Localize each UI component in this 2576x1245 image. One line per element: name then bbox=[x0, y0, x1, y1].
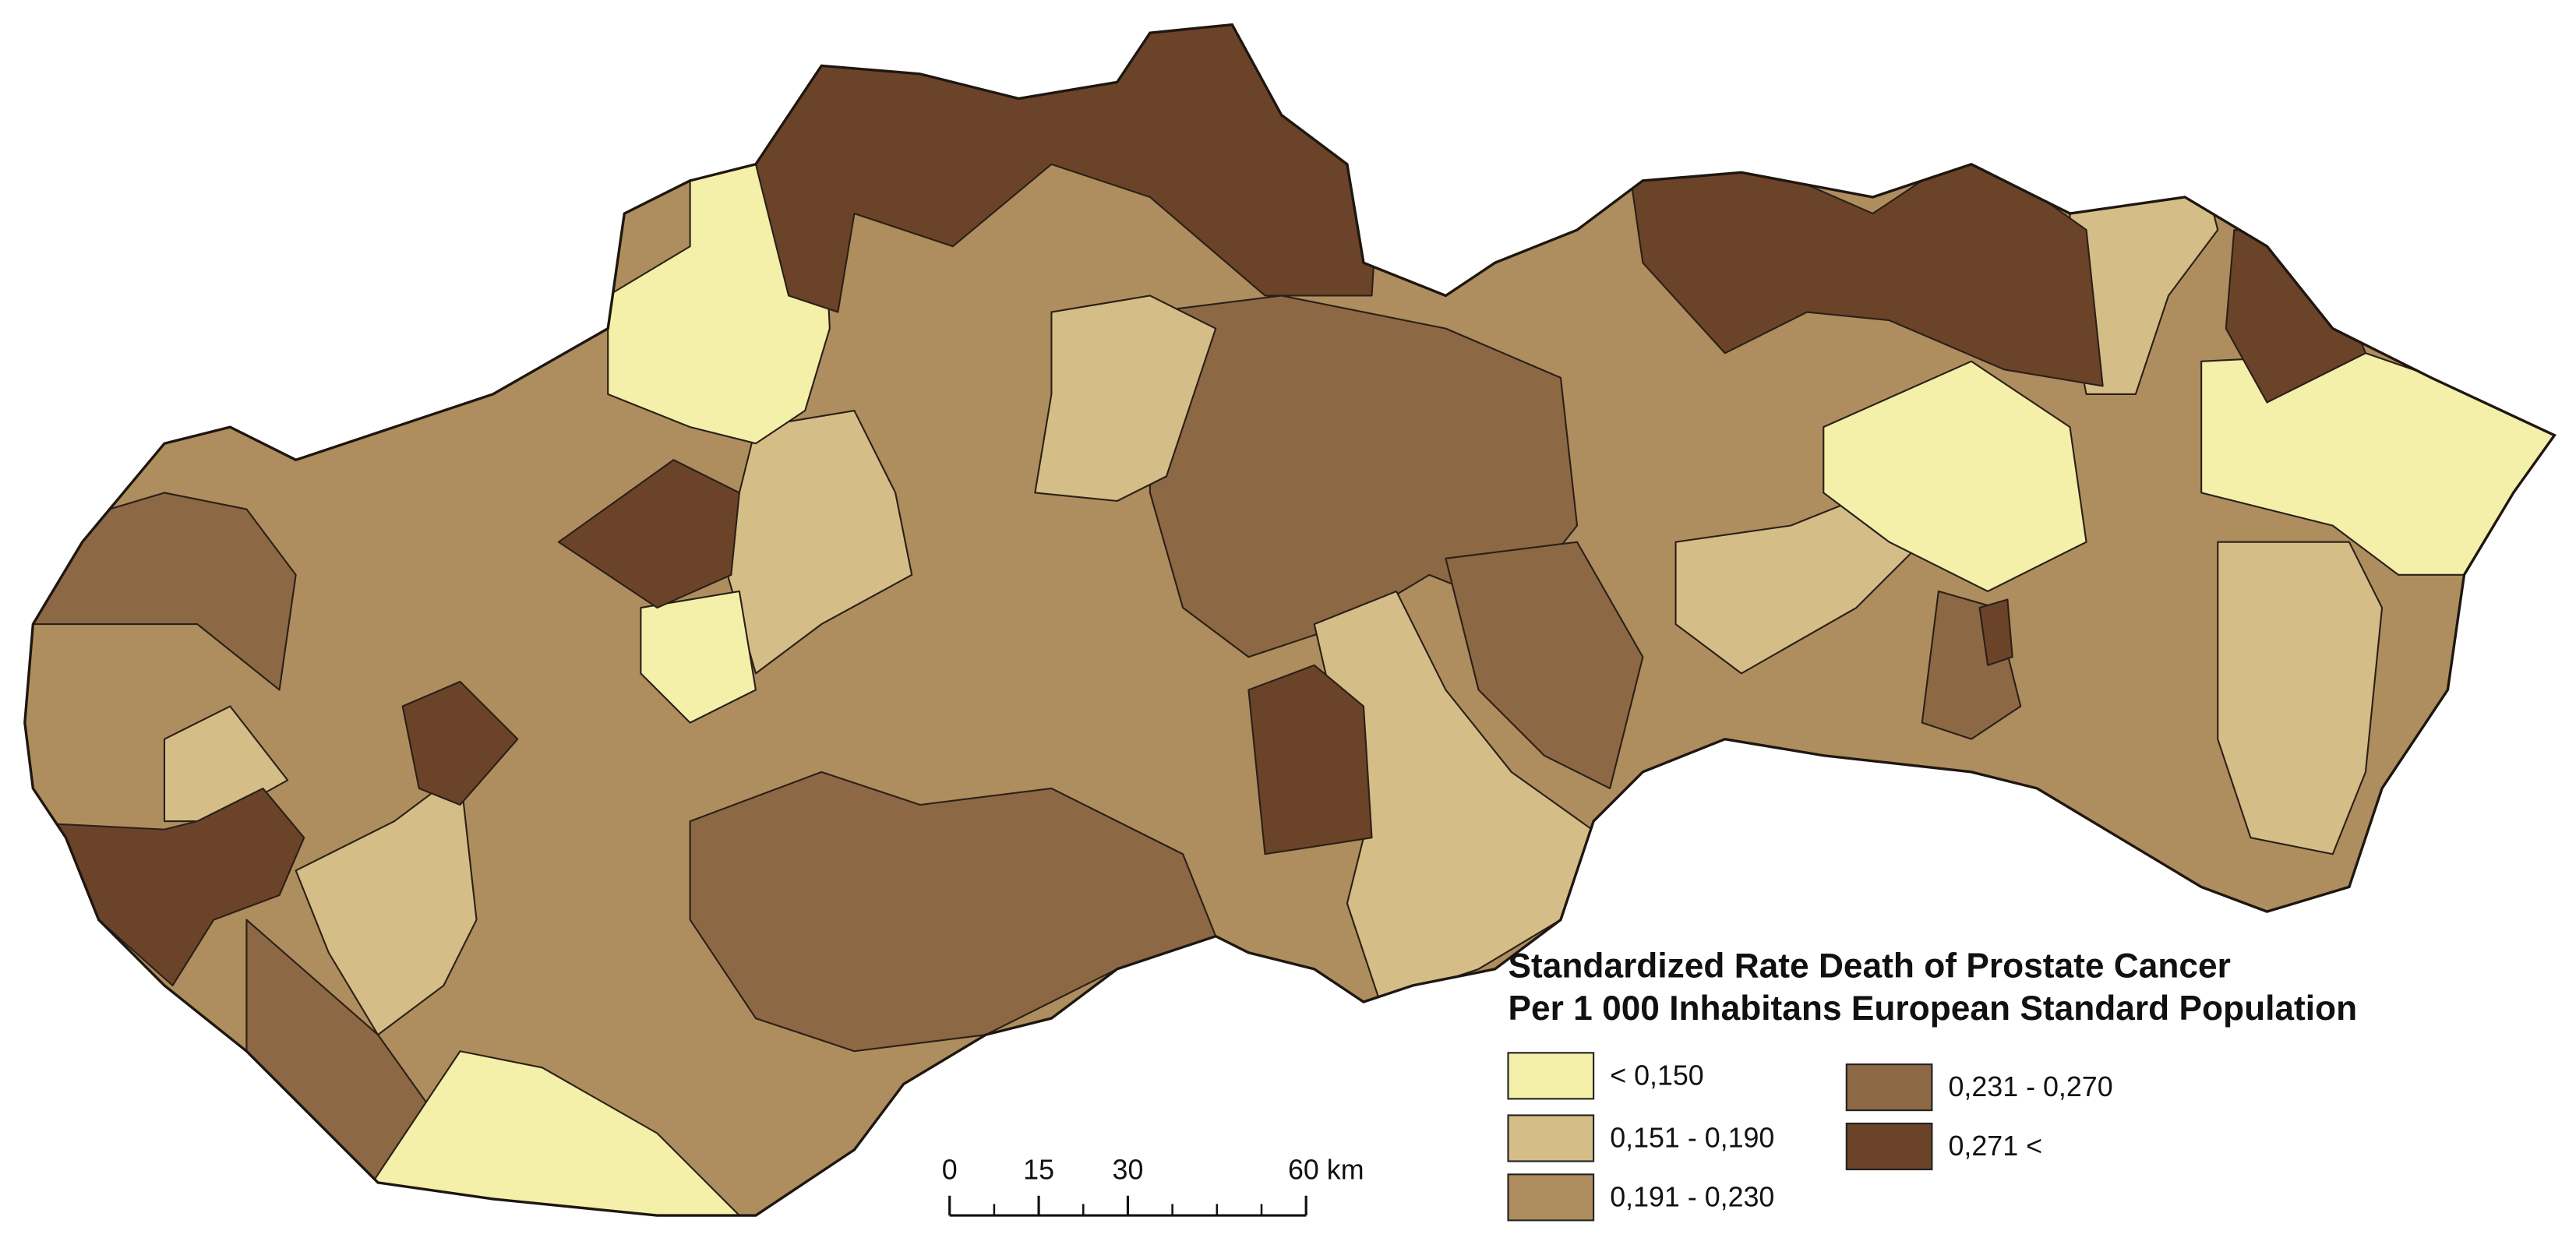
district bbox=[1247, 664, 1373, 855]
legend-title: Per 1 000 Inhabitans European Standard P… bbox=[1508, 989, 2357, 1028]
legend-label: 0,271 < bbox=[1948, 1130, 2042, 1162]
district bbox=[557, 459, 740, 609]
district bbox=[1978, 598, 2013, 666]
legend-label: 0,231 - 0,270 bbox=[1948, 1071, 2112, 1102]
legend-swatch bbox=[1507, 1052, 1595, 1100]
legend: Standardized Rate Death of Prostate Canc… bbox=[1507, 947, 2357, 1222]
district bbox=[1445, 541, 1644, 789]
district bbox=[1625, 146, 2104, 387]
district bbox=[640, 590, 757, 724]
scale-label: 60 km bbox=[1288, 1155, 1364, 1186]
legend-swatch bbox=[1845, 1063, 1933, 1112]
scale-label: 30 bbox=[1113, 1155, 1144, 1186]
scale-bar: 0 15 30 60 km bbox=[942, 1155, 1364, 1217]
district bbox=[1674, 492, 1923, 675]
scale-label: 0 bbox=[942, 1155, 958, 1186]
legend-title: Standardized Rate Death of Prostate Canc… bbox=[1508, 947, 2230, 985]
legend-label: 0,151 - 0,190 bbox=[1610, 1123, 1774, 1154]
legend-swatch bbox=[1507, 1114, 1595, 1162]
district bbox=[722, 409, 913, 675]
legend-swatch bbox=[1507, 1173, 1595, 1222]
legend-label: < 0,150 bbox=[1610, 1060, 1704, 1091]
district bbox=[401, 680, 519, 806]
legend-label: 0,191 - 0,230 bbox=[1610, 1181, 1774, 1212]
district bbox=[1034, 294, 1217, 503]
district bbox=[2217, 541, 2384, 855]
scale-label: 15 bbox=[1023, 1155, 1054, 1186]
district bbox=[1823, 360, 2087, 592]
district bbox=[2200, 352, 2555, 576]
district bbox=[295, 771, 478, 1036]
district bbox=[754, 24, 1382, 313]
legend-swatch bbox=[1845, 1122, 1933, 1171]
